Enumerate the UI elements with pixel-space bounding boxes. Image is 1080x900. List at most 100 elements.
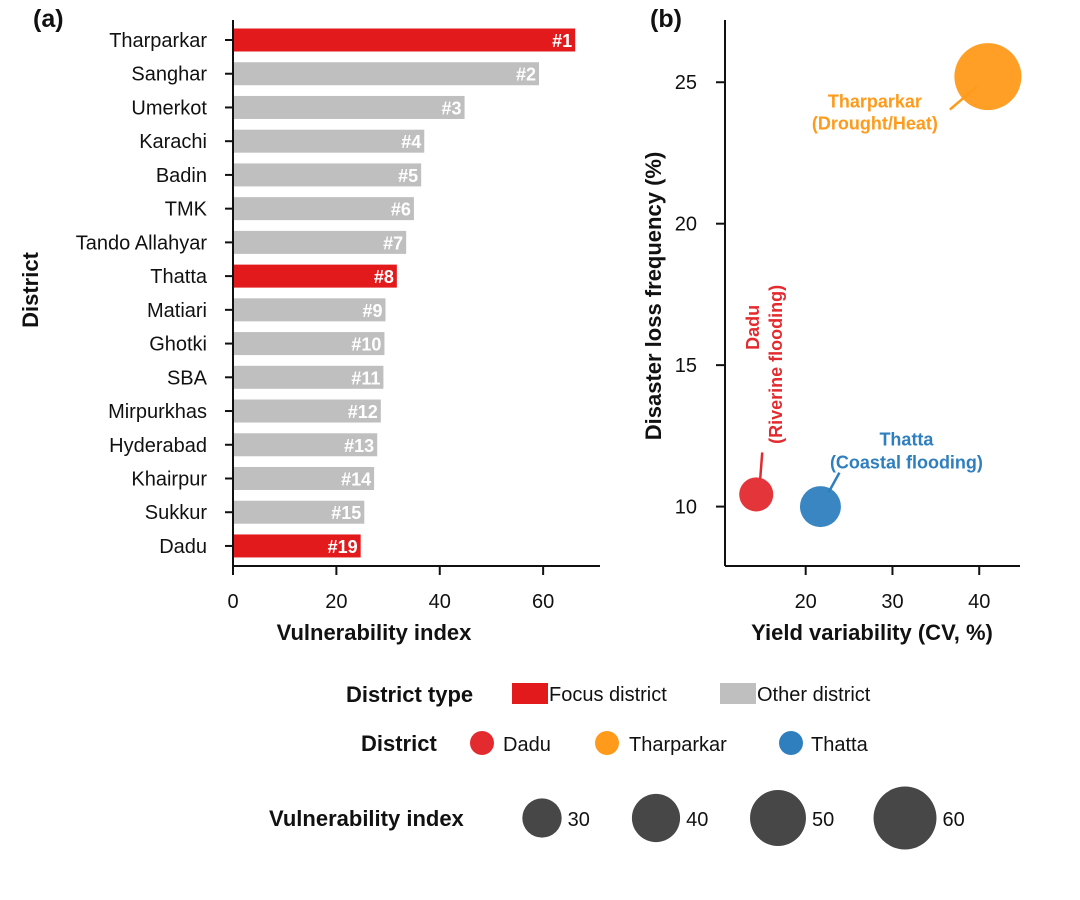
y-tick-label-tharparkar: Tharparkar [109,30,207,52]
rank-label-ghotki: #10 [351,335,381,355]
y-tick-label-umerkot: Umerkot [131,97,207,119]
legend-district-type: District type Focus district Other distr… [346,682,871,707]
rank-label-sanghar: #2 [516,65,536,85]
bar-tando-allahyar [233,230,407,254]
legend-title: District [361,731,437,756]
legend-label-thatta: Thatta [811,734,869,756]
y-tick-label-thatta: Thatta [150,266,208,288]
rank-label-khairpur: #14 [341,469,371,489]
bar-mirpurkhas [233,399,381,423]
y-tick-label-khairpur: Khairpur [131,468,207,490]
bar-tmk [233,197,414,221]
legend-size: Vulnerability index 30 40 50 60 [269,786,965,850]
x-axis-ticks: 0 20 40 60 [227,566,554,613]
y-tick-label-dadu: Dadu [159,536,207,558]
x-tick-label: 60 [532,591,554,613]
bubble-dadu [739,477,774,512]
legend-marker-thatta [779,731,803,755]
bar-sba [233,365,384,389]
y-tick-label-tando-allahyar: Tando Allahyar [76,232,208,254]
legend-swatch-other [720,683,756,704]
y-tick-label-sba: SBA [167,367,208,389]
annotation-label-thatta: Thatta [879,430,934,450]
x-tick-label: 20 [325,591,347,613]
rank-label-mirpurkhas: #12 [348,402,378,422]
y-axis-ticks: Tharparkar Sanghar Umerkot Karachi Badin TMK T… [76,30,233,558]
y-axis-title: District [18,251,43,327]
bar-tharparkar [233,28,576,52]
annotation-sublabel-dadu: (Riverine flooding) [766,285,786,444]
bubble-thatta [799,486,841,528]
x-axis-title: Yield variability (CV, %) [751,620,993,645]
legend-marker-tharparkar [595,731,619,755]
point-group-dadu: Dadu (Riverine flooding) [739,285,786,512]
bubble-tharparkar [954,43,1022,111]
points-group: Dadu (Riverine flooding) Tharparkar(Drough… [739,43,1022,528]
y-tick-label-karachi: Karachi [139,131,207,153]
x-tick-label: 30 [881,591,903,613]
x-tick-label: 40 [968,591,990,613]
y-axis-title: Disaster loss frequency (%) [641,152,666,441]
legend-label-tharparkar: Tharparkar [629,734,727,756]
rank-label-sba: #11 [351,368,380,388]
size-legend-label-40: 40 [686,809,708,831]
y-axis-ticks: 10 15 20 25 [675,72,725,519]
rank-label-badin: #5 [398,166,418,186]
size-legend-circle-30 [522,798,562,838]
bar-sukkur [233,500,365,524]
annotation-label-tharparkar: Tharparkar [828,92,922,112]
legend-title: District type [346,682,473,707]
panel-b-label: (b) [650,5,682,33]
panel-a-label: (a) [33,5,64,33]
y-tick-label: 20 [675,214,697,236]
legend-label-other: Other district [757,684,871,706]
x-axis-ticks: 20 30 40 [795,566,990,613]
y-tick-label-sanghar: Sanghar [131,64,207,86]
size-legend-items: 30 40 50 60 [522,786,965,850]
legend-district: District Dadu Tharparkar Thatta [361,731,869,756]
bar-matiari [233,298,386,322]
y-tick-label: 10 [675,497,697,519]
panel-b-scatter-chart: (b) 10 15 20 25 20 30 40 Dadu (Riverine floodi… [641,5,1022,645]
rank-label-umerkot: #3 [442,98,462,118]
rank-label-sukkur: #15 [331,503,361,523]
rank-label-tando-allahyar: #7 [383,233,403,253]
annotation-sublabel-thatta: (Coastal flooding) [830,453,983,473]
bar-hyderabad [233,433,378,457]
rank-label-thatta: #8 [374,267,394,287]
legend-swatch-focus [512,683,548,704]
rank-label-tmk: #6 [391,200,411,220]
size-legend-circle-50 [750,790,806,846]
rank-label-hyderabad: #13 [344,436,374,456]
legend-marker-dadu [470,731,494,755]
bar-khairpur [233,466,375,490]
legend-title: Vulnerability index [269,806,465,831]
bar-ghotki [233,332,385,356]
size-legend-label-60: 60 [942,809,964,831]
y-tick-label-ghotki: Ghotki [149,334,207,356]
rank-label-tharparkar: #1 [552,31,572,51]
y-tick-label-hyderabad: Hyderabad [109,435,207,457]
y-tick-label: 15 [675,355,697,377]
size-legend-circle-60 [873,786,937,850]
bar-thatta [233,264,397,288]
size-legend-circle-40 [631,793,681,843]
y-tick-label-mirpurkhas: Mirpurkhas [108,401,207,423]
y-tick-label-matiari: Matiari [147,300,207,322]
legend: District type Focus district Other distr… [269,682,965,850]
size-legend-label-30: 30 [568,809,590,831]
annotation-sublabel-tharparkar: (Drought/Heat) [812,114,938,134]
y-tick-label-badin: Badin [156,165,207,187]
size-legend-label-50: 50 [812,809,834,831]
point-group-tharparkar: Tharparkar(Drought/Heat) [812,43,1022,134]
y-tick-label-sukkur: Sukkur [145,502,208,524]
rank-label-karachi: #4 [401,132,421,152]
rank-label-dadu: #19 [328,537,358,557]
bar-umerkot [233,95,465,119]
panel-a-bar-chart: (a) #1 #2 #3 #4 #5 #6 #7 #8 #9 #10 #11 #12 #13 #14 #15… [18,5,600,645]
bar-karachi [233,129,425,153]
bar-dadu [233,534,361,558]
y-tick-label-tmk: TMK [165,199,208,221]
rank-label-matiari: #9 [362,301,382,321]
